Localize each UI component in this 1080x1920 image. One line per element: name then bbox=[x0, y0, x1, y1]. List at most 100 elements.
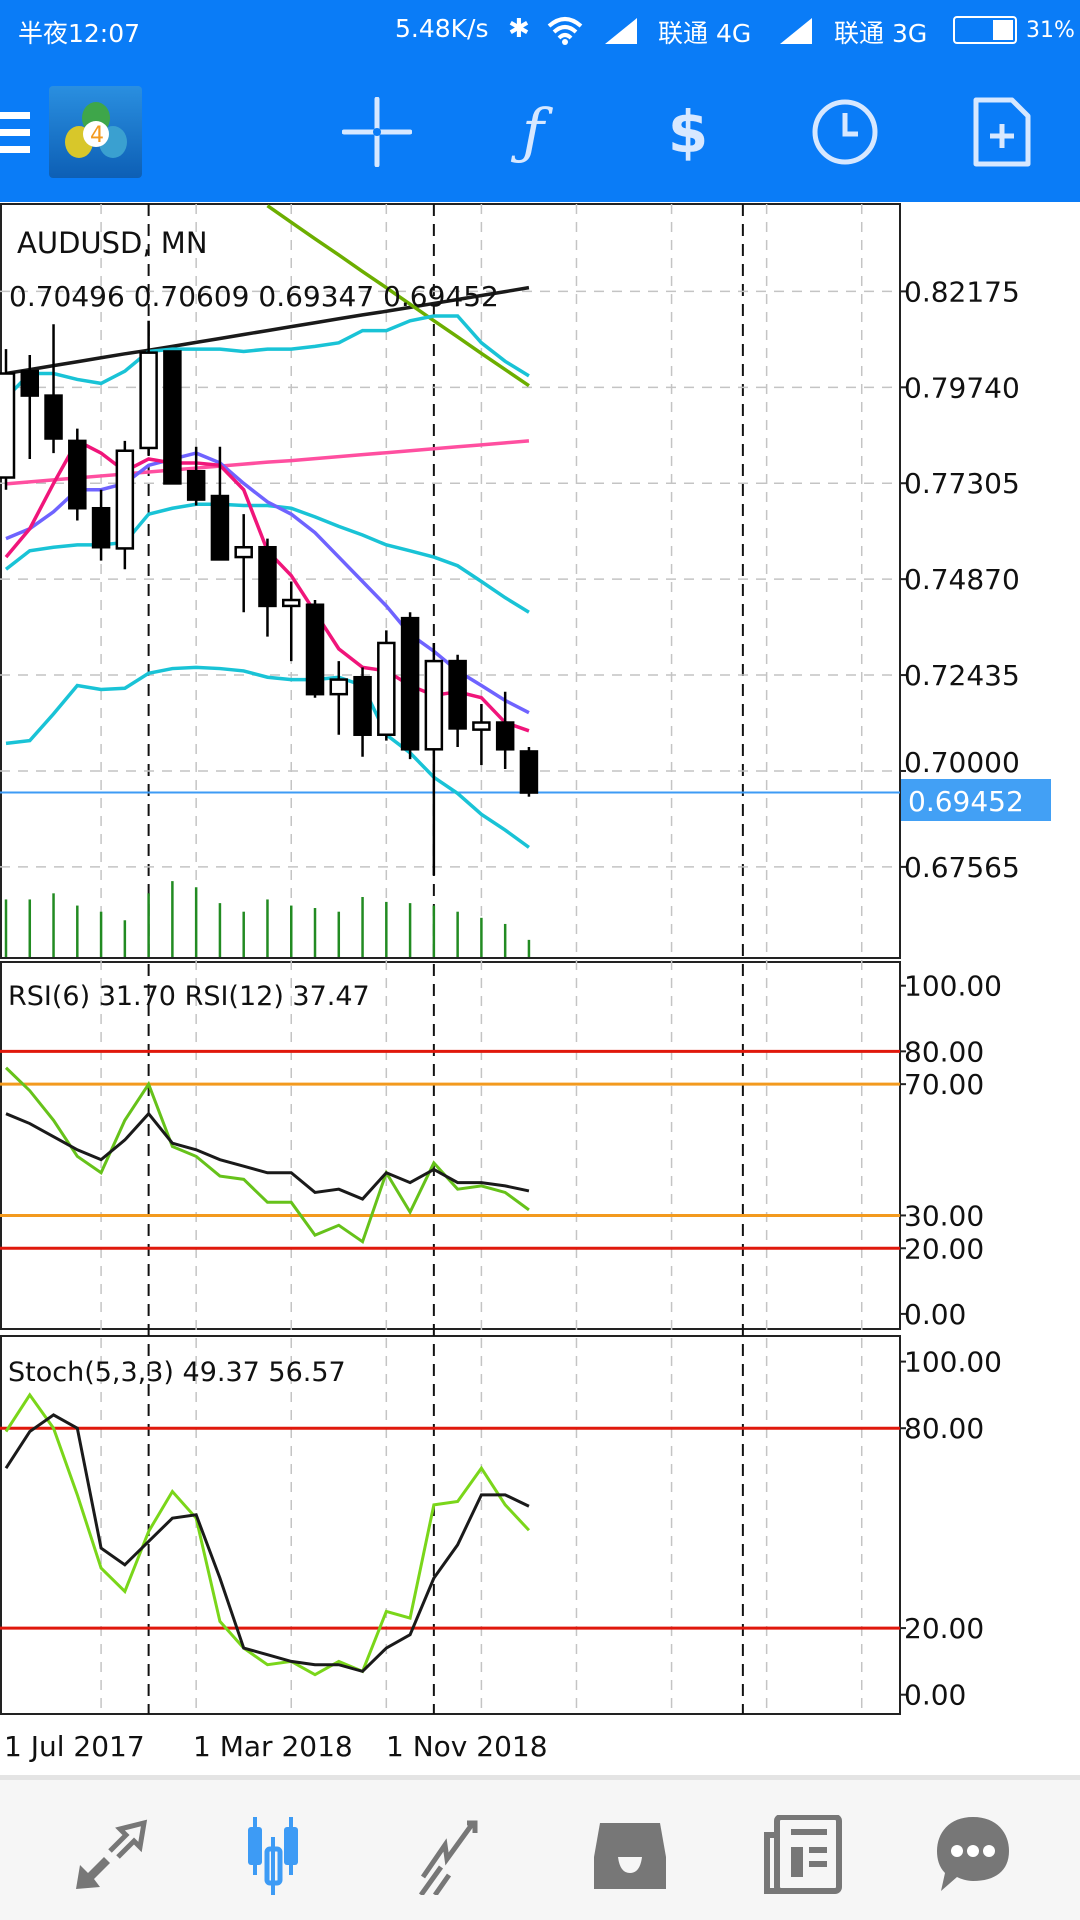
ohlc-readout: 0.70496 0.70609 0.69347 0.69452 bbox=[9, 280, 499, 313]
candle bbox=[139, 320, 158, 456]
messages-icon[interactable] bbox=[928, 1810, 1018, 1900]
candle-body bbox=[519, 750, 539, 794]
candle bbox=[448, 654, 467, 747]
signal-icon bbox=[780, 18, 812, 44]
axis-tick-label: 80.00 bbox=[904, 1035, 984, 1068]
axis-tick-label: 100.00 bbox=[904, 1346, 1002, 1379]
date-label: 1 Jul 2017 bbox=[4, 1730, 145, 1763]
axis-tick-label: 100.00 bbox=[904, 970, 1002, 1003]
oscillator-line bbox=[4, 1413, 530, 1674]
candle-body bbox=[234, 545, 253, 559]
candle-body bbox=[377, 641, 396, 736]
date-label: 1 Mar 2018 bbox=[193, 1730, 353, 1763]
price-tick-label: 0.67565 bbox=[904, 851, 1020, 884]
price-tick-label: 0.74870 bbox=[904, 563, 1020, 596]
candle-body bbox=[305, 603, 325, 696]
candle-body bbox=[281, 598, 301, 608]
candle bbox=[68, 428, 87, 521]
top-bar: 半夜12:07 5.48K/s ✱ 联通 4G 联通 3G 31% 4 ƒ $ bbox=[0, 0, 1080, 202]
price-tick-label: 0.70000 bbox=[904, 746, 1020, 779]
axis-tick-label: 20.00 bbox=[904, 1612, 984, 1645]
axis-tick-label: 0.00 bbox=[904, 1298, 966, 1331]
candle bbox=[519, 746, 539, 797]
candle bbox=[163, 350, 182, 485]
candle bbox=[472, 704, 491, 766]
candle bbox=[0, 349, 16, 490]
status-carrier1: 联通 4G bbox=[658, 19, 752, 48]
candle-body bbox=[68, 439, 87, 510]
battery-icon bbox=[953, 16, 1017, 44]
candle bbox=[44, 324, 63, 454]
history-icon[interactable] bbox=[585, 1810, 675, 1900]
new-order-icon[interactable] bbox=[962, 92, 1042, 172]
candle bbox=[281, 581, 301, 662]
oscillator-line bbox=[4, 1392, 531, 1677]
candle bbox=[353, 667, 372, 757]
price-tick-label: 0.77305 bbox=[904, 467, 1020, 500]
bluetooth-icon: ✱ bbox=[508, 14, 530, 44]
indicators-icon[interactable]: ƒ bbox=[521, 97, 545, 167]
status-carrier2: 联通 3G bbox=[834, 19, 928, 48]
candle-body bbox=[329, 678, 349, 696]
axis-tick-label: 20.00 bbox=[904, 1232, 984, 1265]
candle bbox=[210, 446, 230, 561]
candle bbox=[377, 630, 396, 741]
candle bbox=[186, 446, 206, 506]
candle-body bbox=[44, 394, 63, 440]
candle bbox=[329, 661, 349, 735]
oscillator-line bbox=[5, 1111, 530, 1201]
candle-body bbox=[20, 369, 40, 397]
quotes-icon[interactable] bbox=[65, 1810, 155, 1900]
price-tick-label: 0.82175 bbox=[904, 275, 1020, 308]
axis-tick-label: 70.00 bbox=[904, 1068, 984, 1101]
candle-body bbox=[115, 449, 135, 550]
candle-body bbox=[0, 372, 16, 479]
candle-body bbox=[353, 675, 372, 736]
oscillator-line bbox=[4, 1066, 530, 1245]
candle-body bbox=[139, 351, 158, 450]
status-battery: 31% bbox=[1026, 18, 1075, 43]
candle-body bbox=[91, 506, 111, 549]
indicator-line bbox=[5, 285, 530, 376]
current-price-badge bbox=[901, 779, 1051, 821]
status-speed: 5.48K/s bbox=[395, 14, 489, 43]
svg-text:4: 4 bbox=[90, 123, 104, 148]
chart-area[interactable]: AUDUSD, MN 0.70496 0.70609 0.69347 0.694… bbox=[0, 0, 1080, 1775]
timeframe-icon[interactable] bbox=[805, 92, 885, 172]
trade-nav-icon[interactable] bbox=[410, 1810, 500, 1900]
candle bbox=[495, 691, 515, 770]
indicator-line bbox=[5, 451, 530, 715]
candle-body bbox=[448, 659, 467, 730]
candle-body bbox=[424, 659, 444, 751]
candle-body bbox=[400, 616, 420, 751]
candle-body bbox=[163, 350, 182, 485]
candle bbox=[305, 600, 325, 698]
panel-frame bbox=[0, 1335, 901, 1715]
stoch-label: Stoch(5,3,3) 49.37 56.57 bbox=[8, 1357, 346, 1388]
panel-frame bbox=[0, 203, 901, 959]
menu-icon[interactable] bbox=[0, 92, 60, 172]
candle bbox=[115, 440, 135, 570]
axis-tick-label: 80.00 bbox=[904, 1412, 984, 1445]
news-icon[interactable] bbox=[758, 1810, 848, 1900]
candle-body bbox=[472, 721, 491, 731]
trade-icon[interactable]: $ bbox=[667, 98, 709, 166]
date-label: 1 Nov 2018 bbox=[386, 1730, 548, 1763]
bottom-nav bbox=[0, 1775, 1080, 1920]
axis-tick-label: 30.00 bbox=[904, 1199, 984, 1232]
candle-body bbox=[495, 721, 515, 751]
wifi-icon bbox=[547, 17, 583, 45]
mt4-logo[interactable]: 4 bbox=[49, 86, 142, 178]
candle bbox=[400, 612, 420, 760]
indicator-line bbox=[5, 439, 530, 486]
signal-icon bbox=[605, 18, 637, 44]
axis-tick-label: 0.00 bbox=[904, 1679, 966, 1712]
symbol-title: AUDUSD, MN bbox=[17, 226, 208, 260]
panel-frame bbox=[0, 961, 901, 1330]
charts-icon[interactable] bbox=[238, 1810, 328, 1900]
status-time: 半夜12:07 bbox=[18, 19, 141, 48]
candle bbox=[424, 642, 444, 876]
candle bbox=[20, 355, 40, 460]
crosshair-icon[interactable] bbox=[337, 92, 417, 172]
indicator-line bbox=[266, 204, 530, 388]
